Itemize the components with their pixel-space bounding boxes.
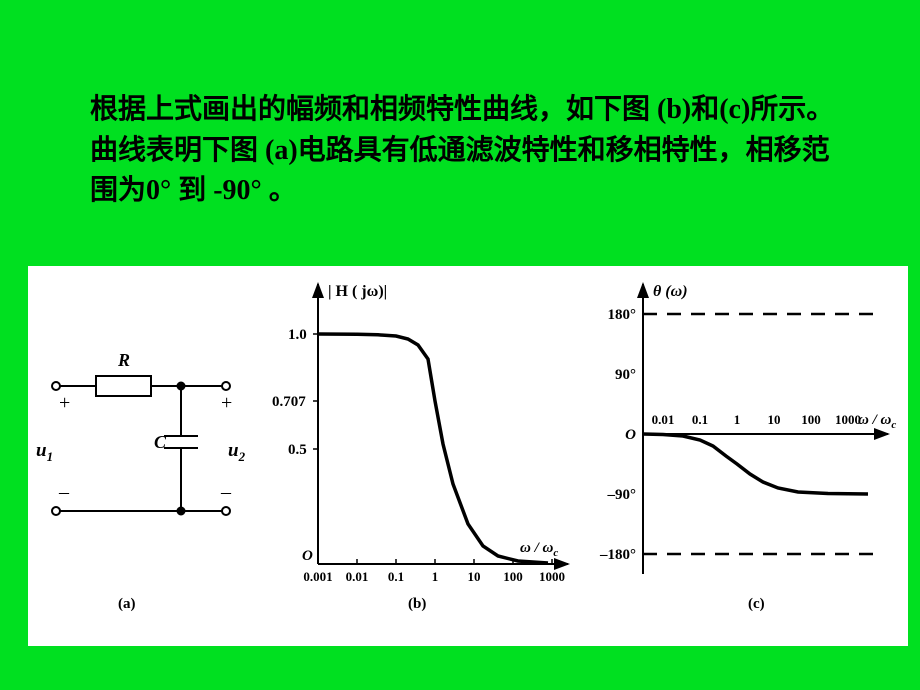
fig-a-label: (a)	[118, 596, 136, 613]
svg-text:0.01: 0.01	[346, 569, 369, 584]
svg-text:180°: 180°	[608, 307, 637, 323]
svg-text:ω / ωc: ω / ωc	[858, 412, 896, 431]
svg-text:0.1: 0.1	[692, 412, 708, 427]
figures-panel: R C + + – – u1 u2 (a) 1.0 0.707	[28, 266, 908, 646]
svg-text:10: 10	[768, 412, 781, 427]
svg-text:0.01: 0.01	[652, 412, 675, 427]
svg-text:0.001: 0.001	[303, 569, 332, 584]
fig-b-label: (b)	[408, 596, 426, 613]
svg-text:0.1: 0.1	[388, 569, 404, 584]
svg-text:0.5: 0.5	[288, 442, 307, 458]
svg-text:–: –	[58, 481, 70, 503]
svg-text:1000: 1000	[539, 569, 565, 584]
svg-text:ω / ωc: ω / ωc	[520, 540, 558, 559]
svg-text:100: 100	[503, 569, 523, 584]
resistor-label: R	[117, 350, 130, 370]
svg-text:1.0: 1.0	[288, 327, 307, 343]
svg-text:–: –	[220, 481, 232, 503]
slide: 根据上式画出的幅频和相频特性曲线，如下图 (b)和(c)所示。曲线表明下图 (a…	[0, 0, 920, 690]
svg-text:10: 10	[468, 569, 481, 584]
phase-plot: 180° 90° O –90° –180° 0.01 0.1 1 10 100 …	[588, 274, 908, 594]
svg-text:1: 1	[432, 569, 439, 584]
svg-text:u2: u2	[228, 440, 246, 464]
svg-text:–180°: –180°	[599, 547, 636, 563]
svg-text:O: O	[302, 548, 313, 564]
svg-text:u1: u1	[36, 440, 53, 464]
svg-text:–90°: –90°	[607, 487, 637, 503]
svg-text:+: +	[59, 392, 70, 414]
svg-text:0.707: 0.707	[272, 394, 306, 410]
svg-text:θ (ω): θ (ω)	[653, 283, 688, 300]
magnitude-plot: 1.0 0.707 0.5 O | H ( jω)| 0.001 0.01 0.…	[258, 274, 578, 594]
capacitor-label: C	[154, 432, 167, 452]
description-text: 根据上式画出的幅频和相频特性曲线，如下图 (b)和(c)所示。曲线表明下图 (a…	[0, 90, 920, 212]
svg-text:| H ( jω)|: | H ( jω)|	[328, 283, 387, 300]
svg-text:1: 1	[734, 412, 741, 427]
circuit-diagram: R C + + – – u1 u2	[36, 346, 246, 566]
fig-c-label: (c)	[748, 596, 765, 613]
svg-text:+: +	[221, 392, 232, 414]
svg-text:100: 100	[801, 412, 821, 427]
svg-text:90°: 90°	[615, 367, 636, 383]
svg-text:O: O	[625, 427, 636, 443]
